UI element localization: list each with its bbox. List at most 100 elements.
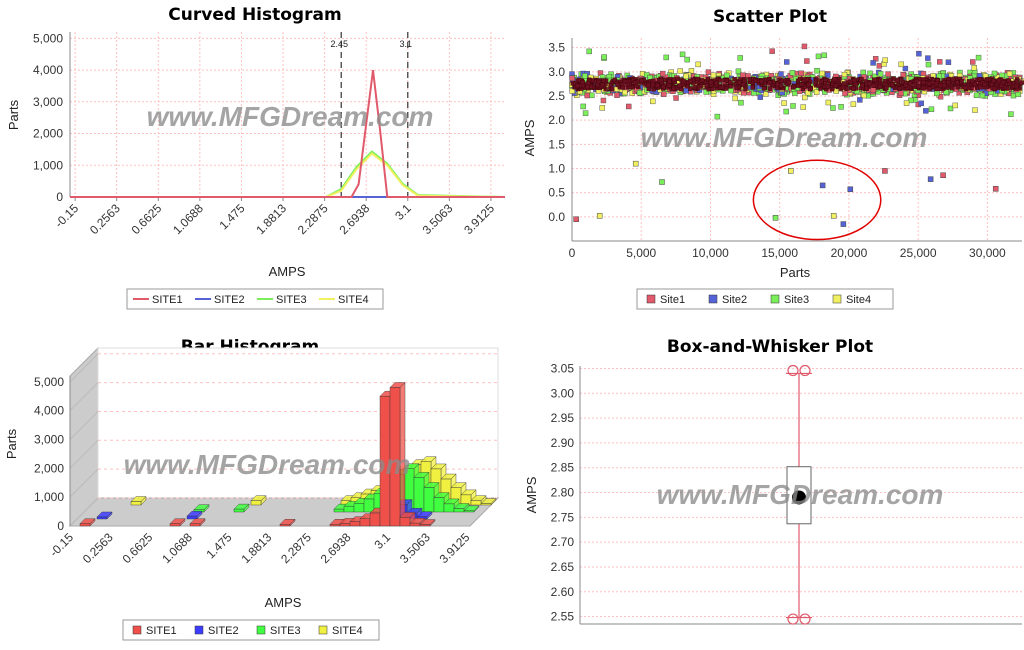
- scatter-point: [819, 70, 825, 77]
- scatter-point: [972, 107, 978, 113]
- bar-histogram-chart: Bar Histogram01,0002,0003,0004,0005,000-…: [4, 337, 500, 641]
- legend-label-site4: SITE4: [332, 625, 363, 637]
- scatter-point: [740, 82, 746, 87]
- scatter-outlier-point: [840, 221, 847, 227]
- scatter-outlier-point: [659, 179, 665, 185]
- scatter-point: [723, 86, 729, 91]
- scatter-point: [614, 92, 620, 98]
- scatter-point: [737, 80, 742, 85]
- legend-label-site3: Site3: [784, 294, 809, 306]
- chart-title: Curved Histogram: [168, 5, 341, 25]
- scatter-point: [918, 100, 924, 107]
- y-tick-label: 1.5: [548, 137, 565, 151]
- scatter-point: [859, 76, 864, 82]
- scatter-point: [612, 77, 617, 82]
- bar-site3: [423, 487, 435, 513]
- scatter-point: [850, 101, 857, 107]
- scatter-point: [600, 82, 605, 88]
- scatter-point: [942, 83, 947, 88]
- scatter-point: [586, 81, 591, 86]
- scatter-point: [784, 59, 790, 65]
- scatter-point: [743, 86, 748, 92]
- x-tick-label: 30,000: [969, 246, 1006, 260]
- scatter-point: [975, 54, 982, 61]
- scatter-point: [934, 81, 939, 87]
- scatter-point: [884, 85, 889, 91]
- scatter-point: [970, 59, 976, 65]
- y-tick-label: 3.05: [551, 361, 575, 375]
- scatter-point: [926, 81, 932, 86]
- scatter-point: [714, 113, 721, 120]
- limit-line-label: 3.1: [400, 39, 413, 49]
- bar-site1: [329, 524, 341, 527]
- scatter-point: [615, 82, 620, 88]
- curved-histogram-chart: Curved Histogram 0 1,000 2,000 3,000 4,000 5,0…: [6, 5, 506, 310]
- bar-site3: [233, 508, 245, 513]
- legend: Site1 Site2 Site3 Site4: [636, 288, 894, 310]
- scatter-point: [912, 82, 917, 87]
- scatter-point: [870, 86, 877, 93]
- scatter-point: [1000, 80, 1006, 85]
- x-tick-label: 0.2563: [80, 530, 116, 566]
- scatter-point: [671, 86, 676, 92]
- bar-site2: [186, 515, 198, 520]
- scatter-point: [675, 76, 680, 81]
- highlight-ellipse: [752, 159, 882, 241]
- scatter-point: [899, 77, 904, 82]
- y-tick-label: 3.00: [551, 386, 575, 400]
- bar-site3: [363, 498, 375, 513]
- scatter-point: [575, 83, 580, 88]
- scatter-point: [585, 84, 590, 90]
- scatter-point: [864, 86, 869, 91]
- mean-marker: [792, 490, 806, 505]
- legend-swatch-site2: [708, 294, 718, 304]
- scatter-point: [898, 90, 904, 96]
- outlier-marker-low: [787, 613, 799, 625]
- x-tick-label: 3.5063: [397, 530, 433, 566]
- scatter-point: [762, 86, 767, 91]
- scatter-point: [814, 67, 820, 74]
- scatter-outlier-point: [830, 213, 837, 219]
- x-tick-label: 0.6625: [129, 201, 165, 237]
- series-line-site1: [70, 69, 505, 198]
- bar-site1: [79, 523, 91, 527]
- scatter-point: [860, 83, 865, 88]
- scatter-point: [979, 92, 986, 99]
- legend-label-site1: SITE1: [146, 625, 177, 637]
- scatter-point: [860, 92, 867, 99]
- scatter-point: [639, 78, 644, 83]
- scatter-point: [778, 71, 784, 77]
- scatter-point: [996, 78, 1002, 83]
- y-axis-label: AMPS: [522, 119, 537, 156]
- legend-swatch-site2: [194, 625, 204, 635]
- side-gridline: [69, 353, 99, 383]
- legend: SITE1 SITE2 SITE3 SITE4: [126, 288, 384, 310]
- bar-site1: [279, 524, 291, 527]
- scatter-point: [825, 72, 831, 78]
- scatter-point: [650, 82, 655, 87]
- scatter-point: [871, 83, 876, 88]
- y-tick-label: 2.90: [551, 436, 575, 450]
- scatter-point: [750, 85, 755, 90]
- scatter-point: [734, 85, 739, 91]
- bar-site4: [130, 501, 142, 506]
- x-tick-label: 3.9125: [437, 530, 473, 566]
- y-tick-label: 2.95: [551, 411, 575, 425]
- scatter-outlier-point: [940, 172, 946, 179]
- curved-histogram-panel: Curved Histogram 0 1,000 2,000 3,000 4,000 5,0…: [0, 0, 512, 322]
- scatter-point: [851, 78, 857, 83]
- legend-label-site3: SITE3: [276, 294, 307, 306]
- watermark: www.MFGDream.com: [124, 449, 411, 480]
- y-tick-label: 1,000: [33, 158, 63, 172]
- scatter-point: [1008, 111, 1014, 117]
- scatter-point: [698, 84, 704, 89]
- scatter-point: [1010, 92, 1017, 99]
- y-tick-label: 5,000: [34, 375, 64, 389]
- scatter-point: [688, 86, 693, 91]
- scatter-point: [802, 94, 808, 101]
- y-tick-label: 1,000: [34, 490, 64, 504]
- side-gridline: [69, 468, 99, 498]
- x-axis-label: AMPS: [269, 264, 306, 279]
- scatter-point: [894, 78, 900, 83]
- y-tick-label: 0: [57, 519, 64, 533]
